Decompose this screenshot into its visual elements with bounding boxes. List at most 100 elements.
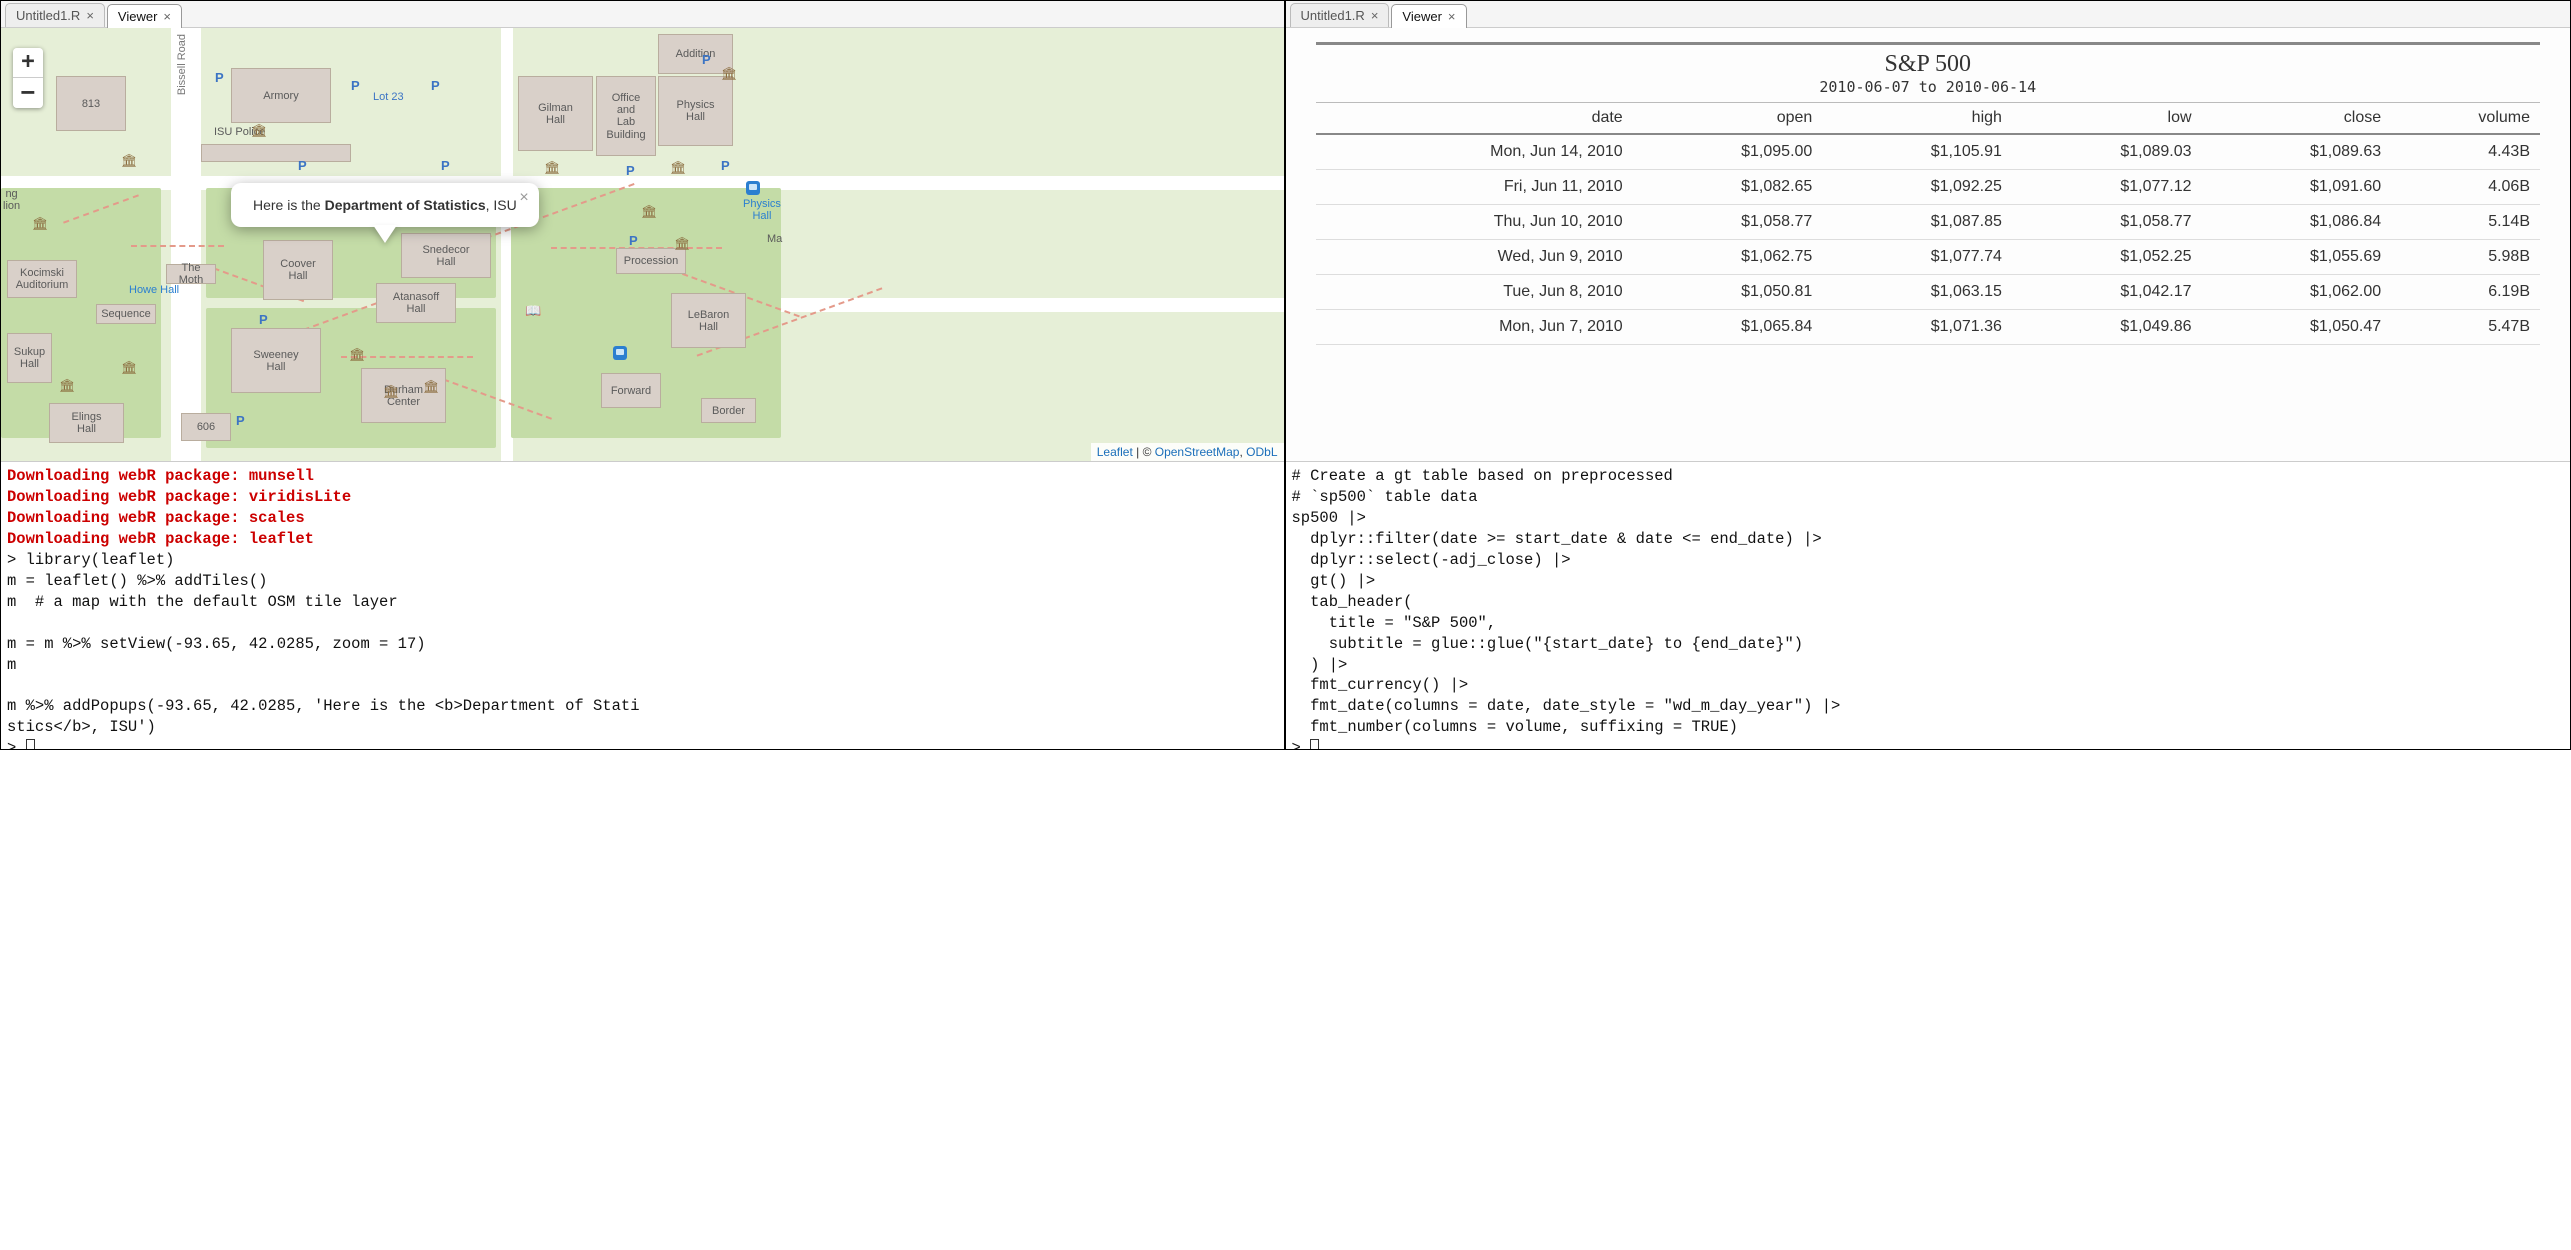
map-label: Lot 23 (373, 91, 404, 103)
table-cell: 6.19B (2391, 275, 2540, 310)
right-console[interactable]: # Create a gt table based on preprocesse… (1286, 462, 2571, 749)
parking-icon: P (351, 78, 360, 93)
table-subtitle: 2010-06-07 to 2010-06-14 (1316, 78, 2541, 103)
table-cell: Fri, Jun 11, 2010 (1316, 170, 1633, 205)
table-cell: $1,049.86 (2012, 310, 2202, 345)
footpath (131, 245, 224, 247)
map-building: Border (701, 398, 756, 423)
table-header: volume (2391, 103, 2540, 134)
map-building: Snedecor Hall (401, 233, 491, 278)
parking-icon: P (626, 163, 635, 178)
map-building: Physics Hall (658, 76, 733, 146)
console-body: > library(leaflet) m = leaflet() %>% add… (7, 551, 640, 749)
poi-icon: 🏛 (383, 384, 400, 400)
attrib-sep: | © (1133, 445, 1155, 459)
road-label: Bissell Road (176, 34, 188, 95)
leaflet-map[interactable]: ArmoryGilman HallOffice and Lab Building… (1, 28, 1284, 461)
map-building: Sukup Hall (7, 333, 52, 383)
map-building: Durham Center (361, 368, 446, 423)
parking-icon: P (259, 312, 268, 327)
tab-viewer[interactable]: Viewer × (1391, 4, 1466, 28)
console-body: # Create a gt table based on preprocesse… (1292, 467, 1841, 749)
zoom-control: + − (13, 48, 43, 108)
console-message: Downloading webR package: munsell (7, 467, 314, 485)
leaflet-link[interactable]: Leaflet (1097, 445, 1133, 459)
left-pane: Untitled1.R × Viewer × ArmoryGilman Hall… (1, 1, 1286, 749)
close-icon[interactable]: × (1448, 9, 1456, 24)
table-cell: 5.14B (2391, 205, 2540, 240)
table-cell: $1,062.75 (1633, 240, 1823, 275)
map-building: Coover Hall (263, 240, 333, 300)
poi-icon: 🏛 (674, 236, 691, 252)
tab-label: Untitled1.R (16, 8, 80, 23)
map-building: Sweeney Hall (231, 328, 321, 393)
parking-icon: P (702, 52, 711, 67)
table-cell: $1,089.63 (2202, 134, 2392, 170)
poi-icon: 🏛 (121, 153, 138, 169)
table-cell: $1,077.12 (2012, 170, 2202, 205)
map-building: Elings Hall (49, 403, 124, 443)
close-icon[interactable]: × (86, 8, 94, 23)
close-icon[interactable]: × (1371, 8, 1379, 23)
zoom-out-button[interactable]: − (13, 78, 43, 108)
map-building (201, 144, 351, 162)
close-icon[interactable]: × (519, 189, 528, 207)
table-cell: Wed, Jun 9, 2010 (1316, 240, 1633, 275)
map-attribution: Leaflet | © OpenStreetMap, ODbL (1091, 443, 1284, 461)
table-header: high (1822, 103, 2012, 134)
map-building: The Moth (166, 264, 216, 284)
right-tabbar: Untitled1.R × Viewer × (1286, 1, 2571, 28)
table-header: date (1316, 103, 1633, 134)
tab-untitled-r[interactable]: Untitled1.R × (1290, 3, 1390, 27)
poi-icon: 🏛 (670, 160, 687, 176)
map-building: Atanasoff Hall (376, 283, 456, 323)
table-cell: $1,077.74 (1822, 240, 2012, 275)
zoom-in-button[interactable]: + (13, 48, 43, 78)
poi-icon: 🏛 (349, 347, 366, 363)
parking-icon: P (629, 233, 638, 248)
table-row: Mon, Jun 14, 2010$1,095.00$1,105.91$1,08… (1316, 134, 2541, 170)
tab-viewer[interactable]: Viewer × (107, 4, 182, 28)
map-popup: × Here is the Department of Statistics, … (231, 183, 539, 227)
osm-link[interactable]: OpenStreetMap (1155, 445, 1240, 459)
poi-icon: 🏛 (641, 204, 658, 220)
map-building: Office and Lab Building (596, 76, 656, 156)
left-console[interactable]: Downloading webR package: munsell Downlo… (1, 462, 1284, 749)
odbl-link[interactable]: ODbL (1246, 445, 1277, 459)
poi-icon: 🏛 (544, 160, 561, 176)
table-cell: $1,105.91 (1822, 134, 2012, 170)
tab-untitled-r[interactable]: Untitled1.R × (5, 3, 105, 27)
table-cell: $1,063.15 (1822, 275, 2012, 310)
table-cell: Mon, Jun 7, 2010 (1316, 310, 1633, 345)
table-cell: 4.06B (2391, 170, 2540, 205)
poi-icon: 🏛 (59, 378, 76, 394)
close-icon[interactable]: × (163, 9, 171, 24)
table-cell: Mon, Jun 14, 2010 (1316, 134, 1633, 170)
table-header: low (2012, 103, 2202, 134)
map-building: 606 (181, 413, 231, 441)
map-building: Forward (601, 373, 661, 408)
table-cell: $1,058.77 (1633, 205, 1823, 240)
table-cell: $1,055.69 (2202, 240, 2392, 275)
table-row: Wed, Jun 9, 2010$1,062.75$1,077.74$1,052… (1316, 240, 2541, 275)
table-cell: $1,062.00 (2202, 275, 2392, 310)
parking-icon: P (215, 70, 224, 85)
table-cell: 4.43B (2391, 134, 2540, 170)
map-building: 813 (56, 76, 126, 131)
table-cell: $1,065.84 (1633, 310, 1823, 345)
right-pane: Untitled1.R × Viewer × S&P 500 2010-06-0… (1286, 1, 2571, 749)
map-label: ng lion (3, 188, 20, 212)
popup-text-suffix: , ISU (486, 197, 517, 213)
table-row: Mon, Jun 7, 2010$1,065.84$1,071.36$1,049… (1316, 310, 2541, 345)
poi-icon: 🏛 (32, 216, 49, 232)
table-row: Fri, Jun 11, 2010$1,082.65$1,092.25$1,07… (1316, 170, 2541, 205)
left-tabbar: Untitled1.R × Viewer × (1, 1, 1284, 28)
right-viewer: S&P 500 2010-06-07 to 2010-06-14 dateope… (1286, 28, 2571, 462)
poi-icon: 🏛 (121, 360, 138, 376)
table-cell: $1,092.25 (1822, 170, 2012, 205)
table-cell: $1,042.17 (2012, 275, 2202, 310)
table-cell: $1,050.47 (2202, 310, 2392, 345)
left-viewer: ArmoryGilman HallOffice and Lab Building… (1, 28, 1284, 462)
table-cell: Tue, Jun 8, 2010 (1316, 275, 1633, 310)
console-message: Downloading webR package: viridisLite (7, 488, 351, 506)
